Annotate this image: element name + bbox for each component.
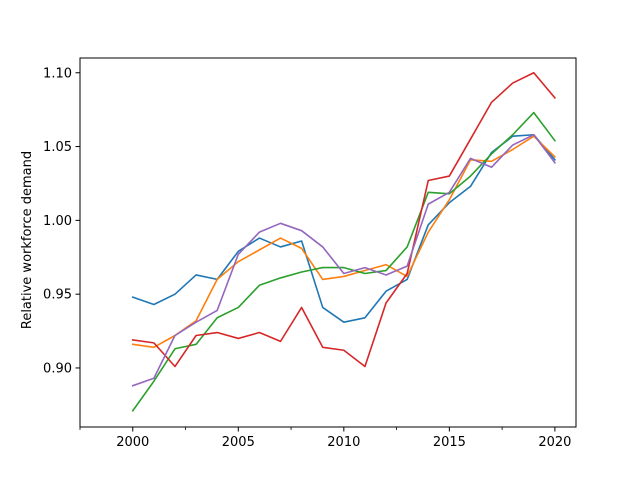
series-layer	[131, 71, 557, 412]
x-tick-label: 2000	[116, 435, 149, 450]
x-tick-label: 2015	[433, 435, 466, 450]
series-line-3	[131, 111, 557, 412]
x-tick-label: 2020	[538, 435, 571, 450]
series-line-4	[131, 71, 557, 368]
y-tick-label: 0.95	[43, 288, 72, 303]
x-tick-label: 2010	[327, 435, 360, 450]
y-tick-label: 1.10	[43, 66, 72, 81]
axes-layer: 2000 2005 2010 2015 2020 0.90 0.95 1.00 1.05 1.10	[43, 57, 577, 450]
series-line-5	[131, 133, 557, 387]
plot-frame	[79, 57, 577, 428]
y-tick-label: 1.05	[43, 140, 72, 155]
y-tick-label: 0.90	[43, 361, 72, 376]
y-tick-label: 1.00	[43, 214, 72, 229]
y-axis-label: Relative workforce demand	[20, 151, 35, 329]
x-tick-label: 2005	[222, 435, 255, 450]
